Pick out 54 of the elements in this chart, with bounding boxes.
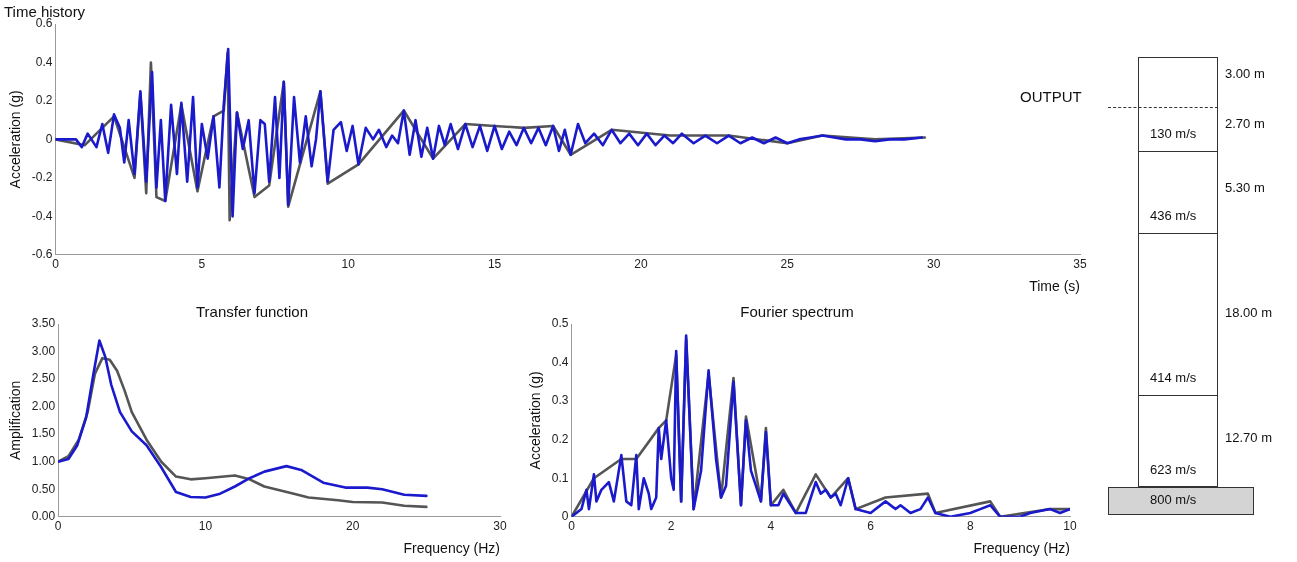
y-tick-label: -0.6 bbox=[31, 247, 53, 262]
text: 2.70 m bbox=[1225, 116, 1265, 131]
text: 436 m/s bbox=[1150, 208, 1197, 223]
y-tick-label: 0.5 bbox=[551, 316, 569, 331]
y-tick-label: 0 bbox=[561, 509, 569, 524]
y-tick-label: 1.00 bbox=[31, 454, 56, 469]
y-tick-label: 0.4 bbox=[35, 54, 53, 69]
x-axis-title: Time (s) bbox=[1029, 278, 1080, 295]
y-tick-label: 0.50 bbox=[31, 481, 56, 496]
y-tick-label: 3.50 bbox=[31, 316, 56, 331]
y-tick-label: 0 bbox=[45, 131, 53, 146]
x-axis-title: Frequency (Hz) bbox=[973, 540, 1070, 557]
y-tick-label: 3.00 bbox=[31, 343, 56, 358]
text: 623 m/s bbox=[1150, 462, 1197, 477]
x-tick-label: 35 bbox=[1073, 257, 1087, 272]
y-tick-label: -0.2 bbox=[31, 170, 53, 185]
y-tick-label: 0.2 bbox=[551, 431, 569, 446]
x-tick-label: 10 bbox=[1063, 519, 1077, 534]
y-tick-label: 0.00 bbox=[31, 509, 56, 524]
chart-title: Fourier spectrum bbox=[740, 303, 854, 321]
x-tick-label: 20 bbox=[346, 519, 360, 534]
x-tick-label: 6 bbox=[867, 519, 875, 534]
text: 18.00 m bbox=[1225, 305, 1272, 320]
y-tick-label: 1.50 bbox=[31, 426, 56, 441]
text: 3.00 m bbox=[1225, 66, 1265, 81]
y-tick-label: 0.1 bbox=[551, 470, 569, 485]
text: 800 m/s bbox=[1150, 492, 1197, 507]
x-axis-title: Frequency (Hz) bbox=[403, 540, 500, 557]
text: 5.30 m bbox=[1225, 180, 1265, 195]
y-axis-title: Amplification bbox=[7, 380, 24, 461]
text: 414 m/s bbox=[1150, 370, 1197, 385]
x-tick-label: 10 bbox=[198, 519, 213, 534]
y-tick-label: 2.50 bbox=[31, 371, 56, 386]
y-tick-label: 0.2 bbox=[35, 93, 53, 108]
x-tick-label: 2 bbox=[667, 519, 675, 534]
text: 130 m/s bbox=[1150, 126, 1197, 141]
y-axis-title: Acceleration (g) bbox=[7, 90, 24, 189]
y-axis-title: Acceleration (g) bbox=[527, 371, 544, 470]
chart-title: Transfer function bbox=[196, 303, 308, 321]
x-tick-label: 10 bbox=[341, 257, 356, 272]
x-tick-label: 20 bbox=[634, 257, 648, 272]
y-tick-label: 0.3 bbox=[551, 393, 569, 408]
x-tick-label: 25 bbox=[780, 257, 795, 272]
y-tick-label: 2.00 bbox=[31, 398, 56, 413]
annotation: OUTPUT bbox=[1020, 88, 1082, 105]
x-tick-label: 8 bbox=[966, 519, 974, 534]
x-tick-label: 4 bbox=[767, 519, 775, 534]
y-tick-label: -0.4 bbox=[31, 208, 53, 223]
x-tick-label: 5 bbox=[198, 257, 206, 272]
y-tick-label: 0.4 bbox=[551, 354, 569, 369]
x-tick-label: 30 bbox=[926, 257, 941, 272]
x-tick-label: 15 bbox=[487, 257, 502, 272]
text: 12.70 m bbox=[1225, 430, 1272, 445]
x-tick-label: 30 bbox=[493, 519, 507, 534]
